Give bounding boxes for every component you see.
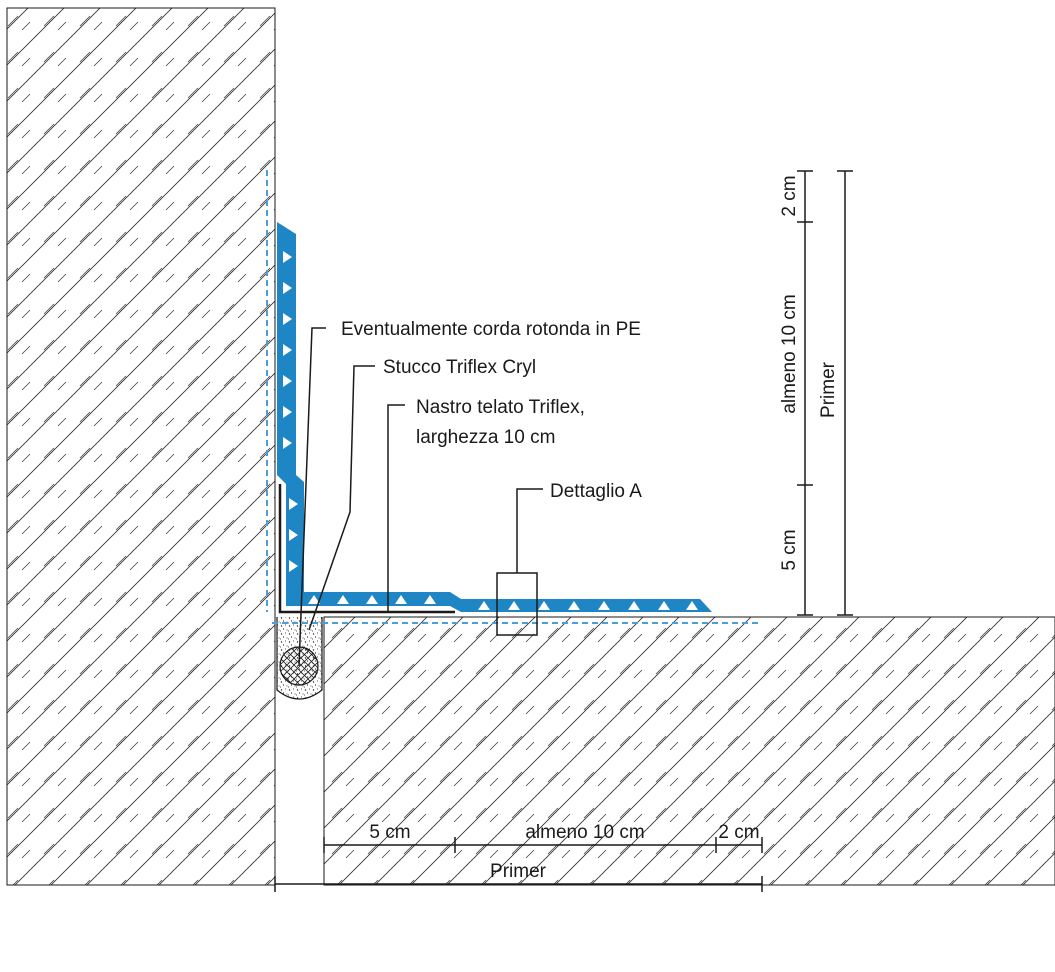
label-filler: Stucco Triflex Cryl [383,357,536,378]
label-rope: Eventualmente corda rotonda in PE [341,319,641,340]
joint-outline [276,617,323,700]
fleece-line [278,484,455,614]
vdim-top-label: 2 cm [779,175,800,216]
label-detail-a: Dettaglio A [550,481,642,502]
leader-lines [298,327,543,667]
hdim-left-label: 5 cm [369,822,410,843]
membrane-triangles [283,251,698,610]
floor-slab [323,616,1055,886]
horizontal-dimensions [274,837,763,892]
vdim-middle-label: almeno 10 cm [779,294,800,413]
hdim-primer-label: Primer [490,861,547,882]
hdim-right-label: 2 cm [718,822,759,843]
vdim-primer-label: Primer [818,361,839,418]
label-fleece-line1: Nastro telato Triflex, [416,397,585,418]
wall-block [6,7,276,886]
hdim-middle-label: almeno 10 cm [525,822,644,843]
label-fleece-line2: larghezza 10 cm [416,427,555,448]
vertical-dimensions [797,170,853,616]
vdim-bottom-label: 5 cm [779,529,800,570]
